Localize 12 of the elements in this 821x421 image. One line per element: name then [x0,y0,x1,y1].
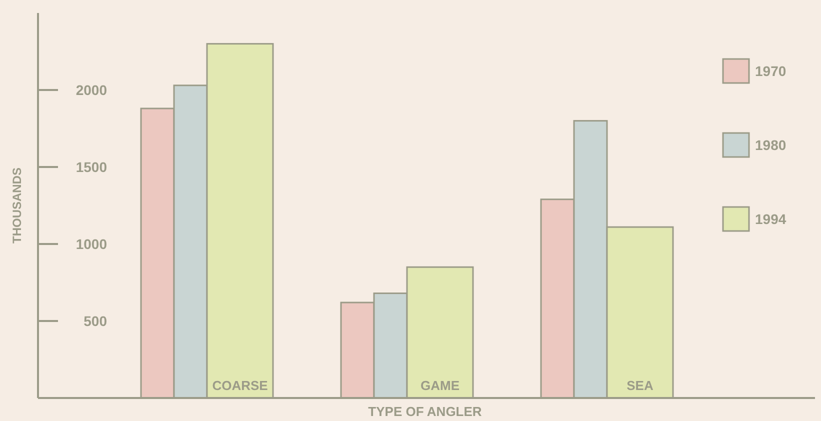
legend-label: 1980 [755,136,786,153]
x-axis-title: TYPE OF ANGLER [368,404,482,419]
y-tick-label: 500 [84,312,108,329]
y-axis-title: THOUSANDS [10,167,24,244]
legend-label: 1970 [755,62,786,79]
y-tick-label: 1500 [76,158,108,175]
y-tick-label: 2000 [76,82,108,98]
legend-label: 1994 [755,210,786,227]
x-tick-label: GAME [420,378,460,393]
x-tick-label: SEA [626,378,654,393]
y-tick-label: 1000 [76,236,108,252]
x-tick-label: COARSE [212,378,268,393]
